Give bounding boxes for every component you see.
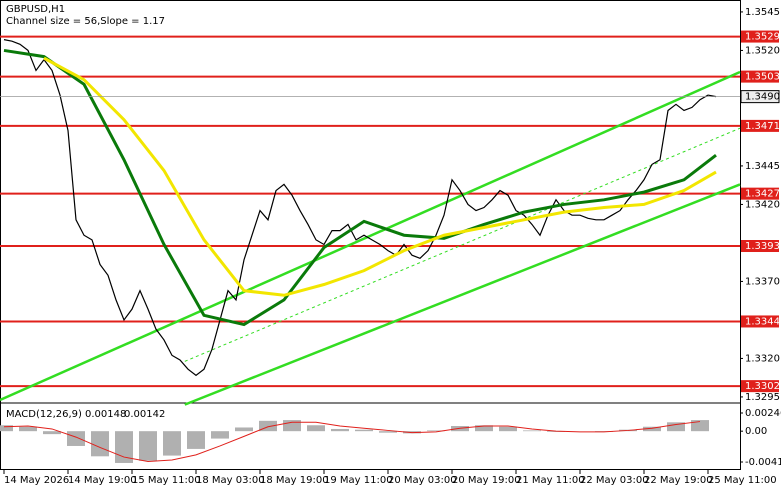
- macd-bar: [691, 420, 709, 432]
- macd-bar: [19, 426, 37, 432]
- level-label: 1.3344: [745, 316, 780, 327]
- macd-bar: [643, 426, 661, 432]
- macd-bar: [235, 427, 253, 432]
- macd-bar: [0, 425, 13, 432]
- macd-bar: [427, 430, 445, 432]
- price-line: [3, 39, 717, 377]
- macd-bar: [187, 431, 205, 449]
- macd-bar: [67, 431, 85, 446]
- channel-line: [0, 70, 741, 402]
- macd-bar: [259, 420, 277, 432]
- macd-value: 0.00148: [85, 409, 126, 420]
- current-price-label: 1.3490: [745, 92, 780, 103]
- x-tick-label: 19 May 11:00: [324, 475, 393, 486]
- macd-signal: [3, 421, 701, 462]
- y-tick-label: 1.3545: [745, 7, 780, 18]
- macd-bar: [91, 431, 109, 457]
- chart-title: GBPUSD,H1: [6, 4, 65, 15]
- y-tick-label: 1.3445: [745, 161, 780, 172]
- x-tick-label: 25 May 11:00: [708, 475, 777, 486]
- x-tick-label: 20 May 19:00: [452, 475, 521, 486]
- level-box: [741, 187, 779, 200]
- x-tick-label: 18 May 19:00: [260, 475, 329, 486]
- macd-bar: [499, 426, 517, 432]
- macd-bar: [43, 431, 61, 435]
- level-label: 1.3393: [745, 241, 780, 252]
- level-box: [741, 70, 779, 83]
- level-label: 1.3302: [745, 381, 780, 392]
- level-label: 1.3427: [745, 189, 780, 200]
- moving-average: [43, 56, 717, 297]
- macd-bar: [331, 428, 349, 432]
- channel-line: [184, 183, 741, 406]
- x-tick-label: 14 May 2026: [4, 475, 69, 486]
- macd-bar: [379, 431, 397, 433]
- macd-bar: [667, 422, 685, 432]
- moving-average: [3, 48, 717, 327]
- level-label: 1.3471: [745, 121, 780, 132]
- x-tick-label: 18 May 03:00: [196, 475, 265, 486]
- y-tick-label: 1.3295: [745, 392, 780, 403]
- y-tick-label: -0.00417: [745, 457, 781, 468]
- channel-mid: [184, 127, 741, 362]
- y-tick-label: 1.3370: [745, 276, 780, 287]
- level-box: [741, 315, 779, 328]
- x-tick-label: 14 May 19:00: [68, 475, 137, 486]
- macd-bar: [283, 420, 301, 432]
- x-tick-label: 22 May 03:00: [580, 475, 649, 486]
- macd-label: MACD(12,26,9): [6, 409, 82, 420]
- macd-bar: [523, 430, 541, 432]
- macd-bar: [163, 431, 181, 456]
- macd-bar: [475, 425, 493, 432]
- x-tick-label: 22 May 19:00: [644, 475, 713, 486]
- x-tick-label: 20 May 03:00: [388, 475, 457, 486]
- level-box: [741, 119, 779, 132]
- x-tick-label: 15 May 11:00: [132, 475, 201, 486]
- macd-signal-value: 0.00142: [124, 409, 165, 420]
- y-tick-label: 1.3320: [745, 353, 780, 364]
- x-tick-label: 21 May 11:00: [516, 475, 585, 486]
- macd-bar: [211, 431, 229, 439]
- level-label: 1.3503: [745, 72, 780, 83]
- y-tick-label: 1.3520: [745, 45, 780, 56]
- level-label: 1.3529: [745, 32, 780, 43]
- level-box: [741, 30, 779, 43]
- macd-bar: [307, 425, 325, 432]
- chart-subtitle: Channel size = 56,Slope = 1.17: [6, 16, 165, 27]
- level-box: [741, 240, 779, 253]
- macd-bar: [355, 429, 373, 432]
- macd-bar: [139, 431, 157, 461]
- current-price-box: [740, 90, 780, 104]
- y-tick-label: 1.3420: [745, 199, 780, 210]
- y-tick-label: 0.00: [745, 426, 767, 437]
- y-tick-label: 0.00246: [745, 408, 781, 419]
- level-box: [741, 380, 779, 393]
